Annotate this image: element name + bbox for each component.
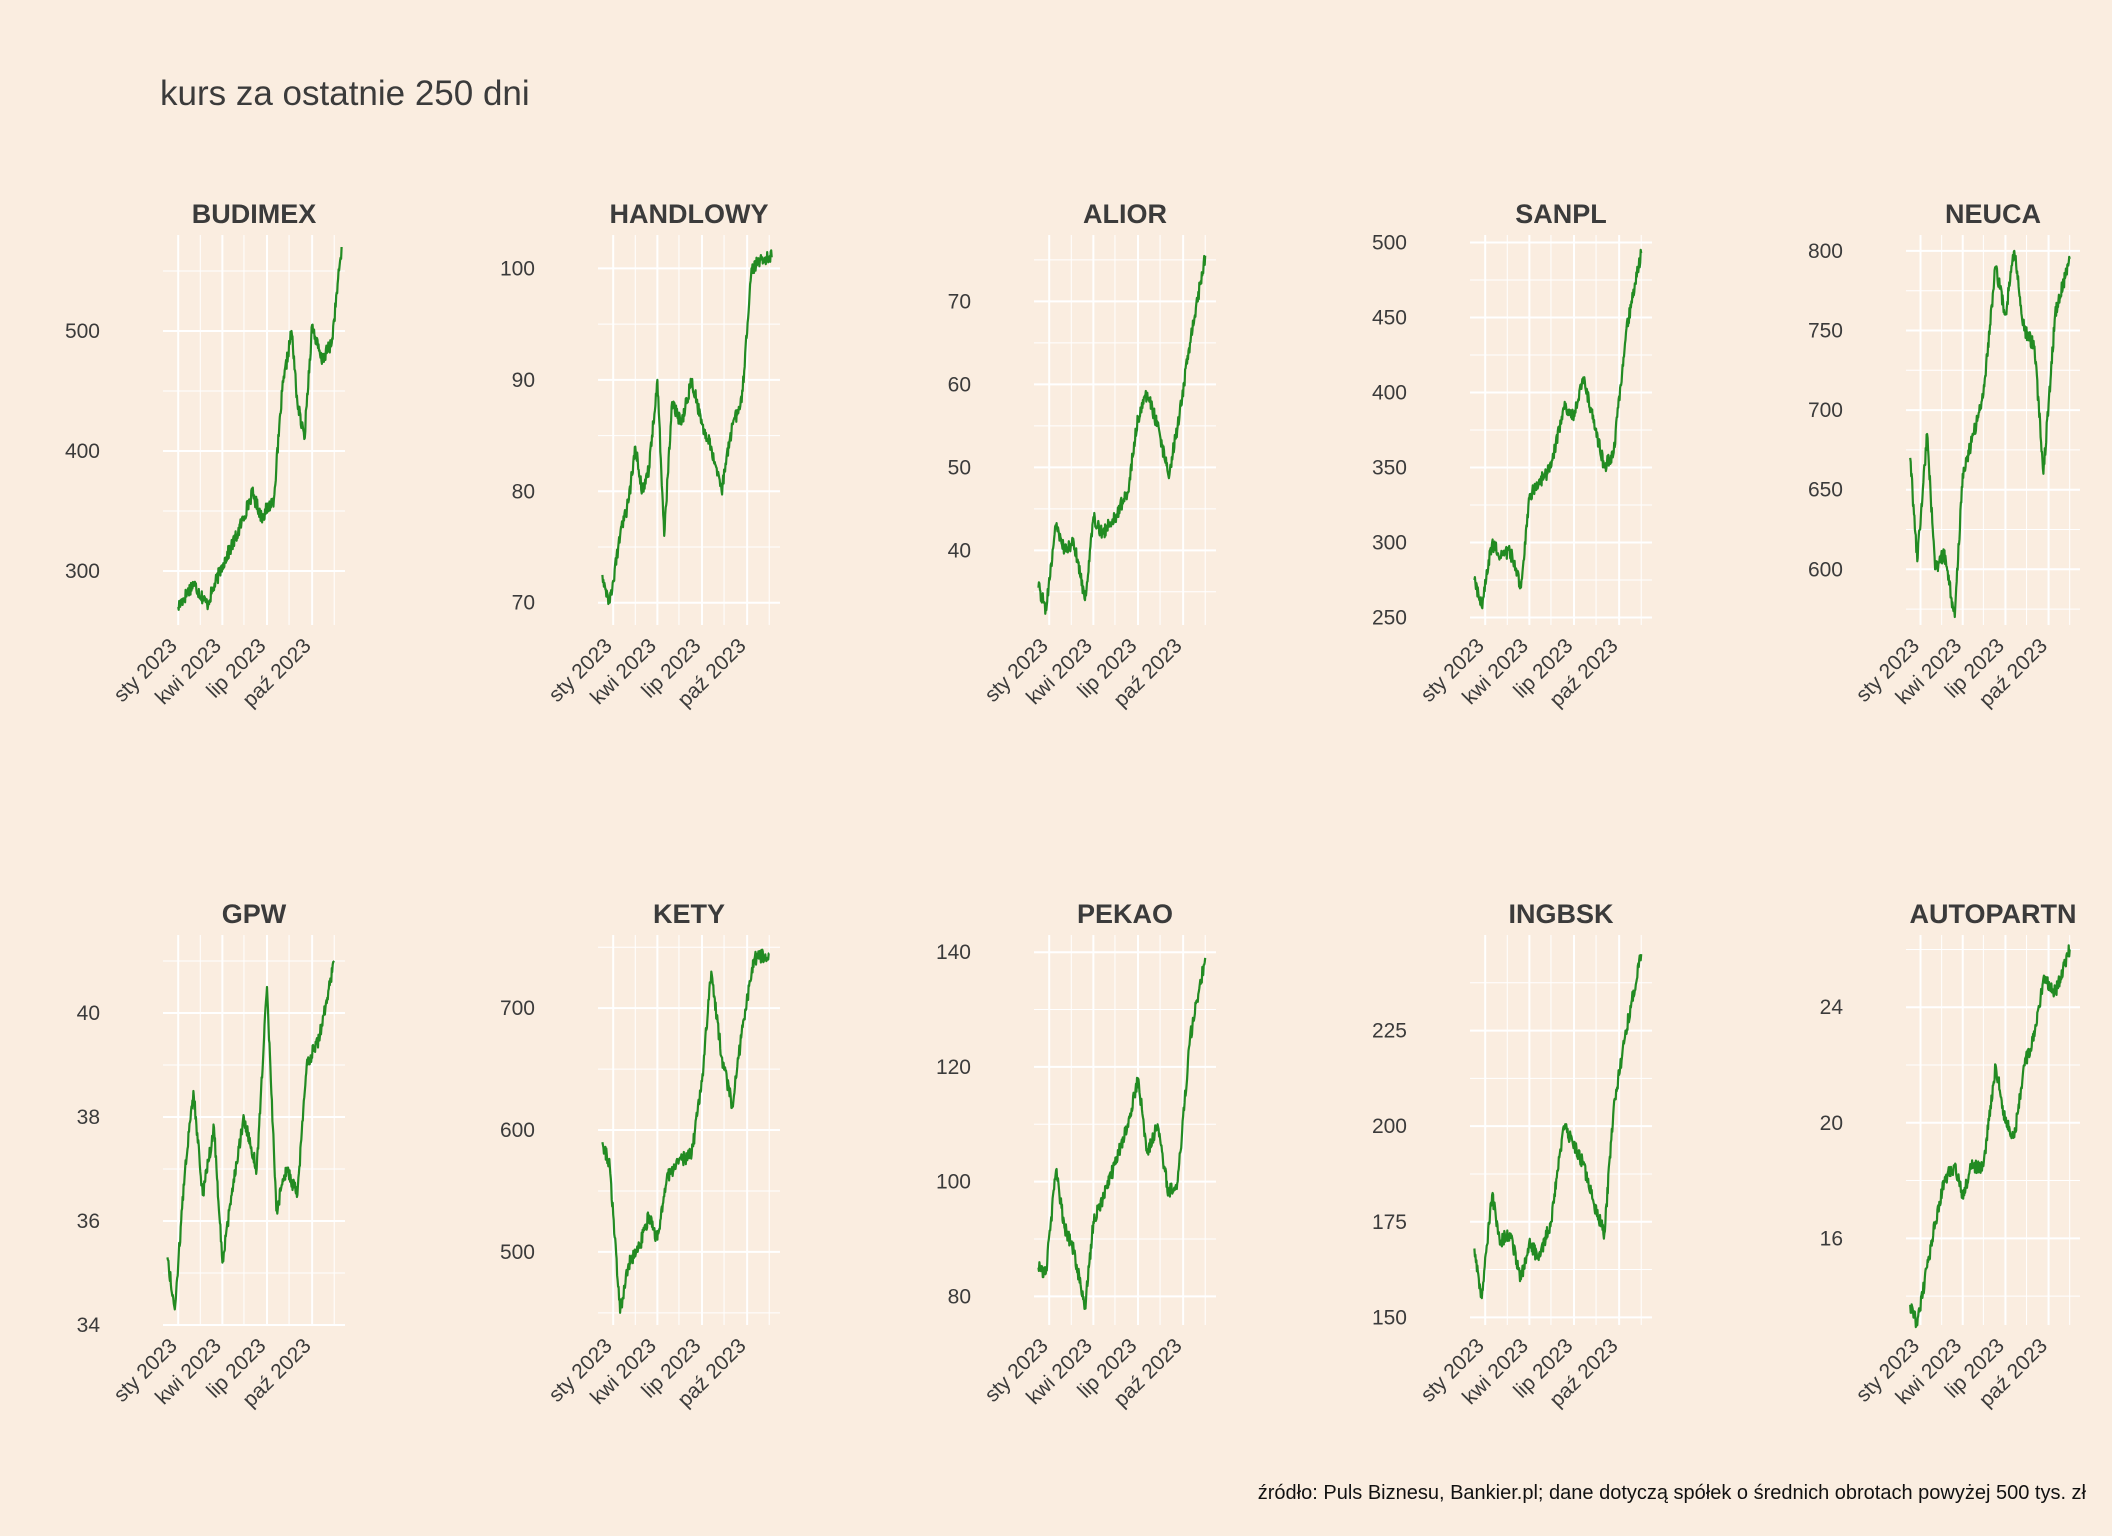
price-line (601, 948, 770, 1314)
y-tick-label: 40 (77, 1002, 100, 1025)
y-tick-label: 700 (500, 997, 535, 1020)
y-tick-label: 120 (936, 1056, 971, 1079)
panel-title: PEKAO (1077, 899, 1173, 929)
y-tick-label: 225 (1372, 1020, 1407, 1043)
panel-title: NEUCA (1945, 199, 2041, 229)
y-tick-label: 650 (1808, 479, 1843, 502)
y-tick-label: 70 (512, 592, 535, 615)
y-tick-label: 600 (500, 1119, 535, 1142)
price-line (1037, 254, 1207, 615)
y-tick-label: 80 (948, 1285, 971, 1308)
panel-title: GPW (222, 899, 287, 929)
price-line (166, 960, 335, 1311)
panel-title: ALIOR (1083, 199, 1167, 229)
price-line (1473, 954, 1643, 1300)
y-tick-label: 36 (77, 1210, 100, 1233)
panel-title: KETY (653, 899, 725, 929)
y-tick-label: 100 (936, 1171, 971, 1194)
y-tick-label: 16 (1820, 1227, 1843, 1250)
panel-title: INGBSK (1508, 899, 1614, 929)
price-line (1909, 249, 2071, 619)
y-tick-label: 24 (1820, 996, 1844, 1019)
panel-title: AUTOPARTN (1910, 899, 2077, 929)
y-tick-label: 300 (65, 560, 100, 583)
y-tick-label: 500 (1372, 232, 1407, 255)
y-tick-label: 100 (500, 257, 535, 280)
y-tick-label: 700 (1808, 399, 1843, 422)
y-tick-label: 500 (500, 1241, 535, 1264)
y-tick-label: 600 (1808, 558, 1843, 581)
page-title: kurs za ostatnie 250 dni (160, 74, 530, 113)
y-tick-label: 800 (1808, 240, 1843, 263)
y-tick-label: 150 (1372, 1306, 1407, 1329)
y-tick-label: 20 (1820, 1112, 1843, 1135)
y-tick-label: 400 (1372, 382, 1407, 405)
y-tick-label: 90 (512, 369, 535, 392)
y-tick-label: 400 (65, 440, 100, 463)
panel-title: HANDLOWY (610, 199, 769, 229)
y-tick-label: 40 (948, 539, 971, 562)
y-tick-label: 450 (1372, 307, 1407, 330)
y-tick-label: 80 (512, 480, 535, 503)
price-line (1909, 944, 2071, 1329)
price-line (177, 246, 343, 611)
y-tick-label: 350 (1372, 457, 1407, 480)
y-tick-label: 750 (1808, 320, 1843, 343)
y-tick-label: 140 (936, 941, 971, 964)
source-caption: źródło: Puls Biznesu, Bankier.pl; dane d… (1257, 1482, 2086, 1504)
y-tick-label: 250 (1372, 607, 1407, 630)
y-tick-label: 175 (1372, 1211, 1407, 1234)
y-tick-label: 50 (948, 456, 971, 479)
y-tick-label: 60 (948, 373, 971, 396)
y-tick-label: 70 (948, 290, 971, 313)
price-line (1473, 248, 1643, 610)
y-tick-label: 34 (77, 1314, 101, 1337)
price-line (1037, 957, 1207, 1310)
price-line (601, 249, 773, 606)
y-tick-label: 500 (65, 320, 100, 343)
panel-title: SANPL (1515, 199, 1607, 229)
panel-title: BUDIMEX (192, 199, 317, 229)
y-tick-label: 38 (77, 1106, 100, 1129)
y-tick-label: 200 (1372, 1115, 1407, 1138)
y-tick-label: 300 (1372, 532, 1407, 555)
